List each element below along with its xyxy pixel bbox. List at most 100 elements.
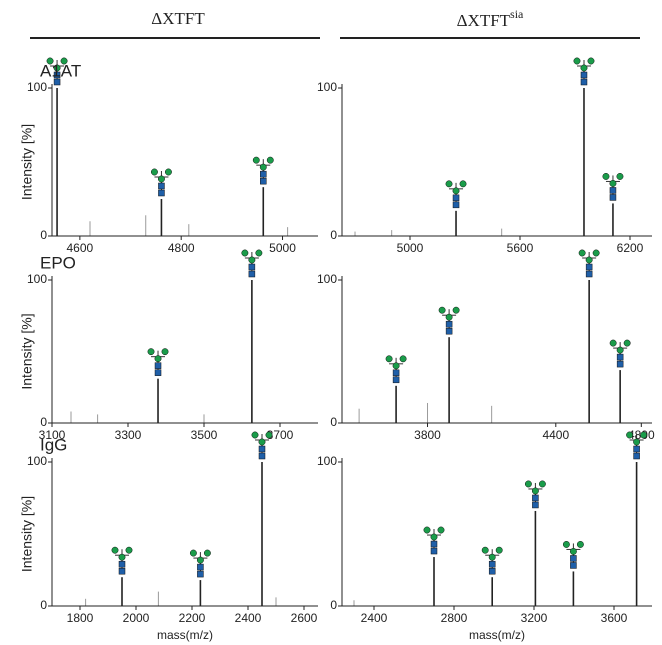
x-tick-label: 3800 [414, 428, 441, 442]
y-axis-label: Intensity [%] [19, 313, 35, 389]
column-header: ΔXTFT [151, 9, 205, 28]
glycan-mannose [531, 487, 539, 495]
glycan-mannose [437, 526, 445, 534]
glycan-mannose [609, 339, 617, 347]
panel-title: EPO [40, 253, 76, 272]
glycan-mannose [164, 168, 172, 176]
y-tick-label: 0 [40, 228, 47, 242]
y-tick-label: 0 [330, 598, 337, 612]
glycan-glcnac [260, 170, 267, 178]
glycan-icon [147, 348, 169, 376]
glycan-glcnac [580, 78, 588, 86]
glycan-mannose [46, 57, 54, 65]
x-tick-label: 4800 [168, 241, 195, 255]
glycan-mannose [60, 57, 68, 65]
glycan-icon [251, 431, 273, 460]
glycan-glcnac [452, 194, 460, 202]
glycan-mannose [255, 249, 263, 257]
glycan-icon [626, 431, 648, 460]
glycan-mannose [248, 256, 256, 264]
glycan-mannose [616, 346, 624, 354]
glycan-icon [241, 249, 263, 278]
glycan-glcnac [445, 320, 453, 328]
glycan-mannose [524, 480, 532, 488]
glycan-icon [150, 168, 172, 197]
x-tick-label: 2400 [235, 611, 262, 625]
glycan-icon [438, 306, 460, 335]
glycan-mannose [602, 172, 610, 180]
glycan-mannose [157, 175, 165, 183]
glycan-mannose [452, 306, 460, 314]
glycan-mannose [161, 348, 169, 356]
glycan-glcnac [118, 560, 126, 568]
glycan-glcnac [585, 270, 593, 278]
glycan-glcnac [570, 562, 577, 569]
x-axis-label: mass(m/z) [157, 628, 213, 642]
glycan-icon [252, 156, 274, 185]
y-tick-label: 100 [317, 80, 337, 94]
glycan-glcnac [585, 263, 593, 271]
glycan-mannose [385, 355, 393, 363]
glycan-mannose [573, 57, 581, 65]
glycan-glcnac [258, 452, 266, 460]
panel-title: IgG [40, 435, 67, 454]
glycan-mannose [592, 249, 600, 257]
glycan-glcnac [488, 560, 496, 568]
glycan-icon [609, 339, 631, 368]
glycan-mannose [392, 362, 400, 370]
header-text: ΔXTFT [457, 11, 511, 30]
x-tick-label: 3100 [39, 428, 66, 442]
glycan-mannose [196, 556, 204, 564]
glycan-mannose [609, 179, 617, 187]
glycan-glcnac [248, 263, 256, 271]
glycan-mannose [452, 187, 460, 195]
glycan-glcnac [118, 567, 126, 575]
glycan-mannose [265, 431, 273, 439]
glycan-glcnac [158, 189, 165, 197]
glycan-glcnac [609, 194, 617, 201]
glycan-icon [189, 549, 211, 578]
y-tick-label: 0 [330, 415, 337, 429]
glycan-mannose [481, 546, 489, 554]
glycan-mannose [241, 249, 249, 257]
glycan-glcnac [430, 547, 438, 555]
glycan-glcnac [260, 177, 267, 185]
glycan-glcnac [197, 563, 204, 571]
glycan-mannose [125, 546, 133, 554]
glycan-mannose [111, 546, 119, 554]
glycan-glcnac [445, 327, 453, 335]
glycan-glcnac [154, 362, 162, 369]
glycan-glcnac [154, 369, 162, 376]
glycan-icon [111, 546, 133, 575]
x-tick-label: 2000 [123, 611, 150, 625]
glycan-mannose [399, 355, 407, 363]
glycan-glcnac [532, 501, 539, 509]
glycan-glcnac [570, 555, 577, 562]
x-tick-label: 3200 [521, 611, 548, 625]
y-tick-label: 100 [317, 272, 337, 286]
x-tick-label: 3500 [191, 428, 218, 442]
header-sup: sia [510, 7, 524, 21]
x-axis-label: mass(m/z) [469, 628, 525, 642]
glycan-mannose [587, 57, 595, 65]
x-tick-label: 2800 [441, 611, 468, 625]
glycan-mannose [562, 540, 570, 548]
glycan-glcnac [488, 567, 496, 575]
glycan-mannose [258, 438, 266, 446]
glycan-icon [602, 172, 624, 201]
glycan-mannose [251, 431, 259, 439]
glycan-icon [445, 180, 467, 209]
y-tick-label: 0 [40, 598, 47, 612]
glycan-mannose [623, 339, 631, 347]
x-tick-label: 4400 [542, 428, 569, 442]
glycan-mannose [438, 306, 446, 314]
glycan-icon [573, 57, 595, 86]
glycan-mannose [430, 533, 438, 541]
glycan-mannose [569, 547, 577, 555]
glycan-glcnac [197, 570, 204, 578]
glycan-icon [524, 480, 546, 509]
glycan-icon [481, 546, 503, 575]
x-tick-label: 4600 [67, 241, 94, 255]
glycan-icon [46, 57, 68, 86]
